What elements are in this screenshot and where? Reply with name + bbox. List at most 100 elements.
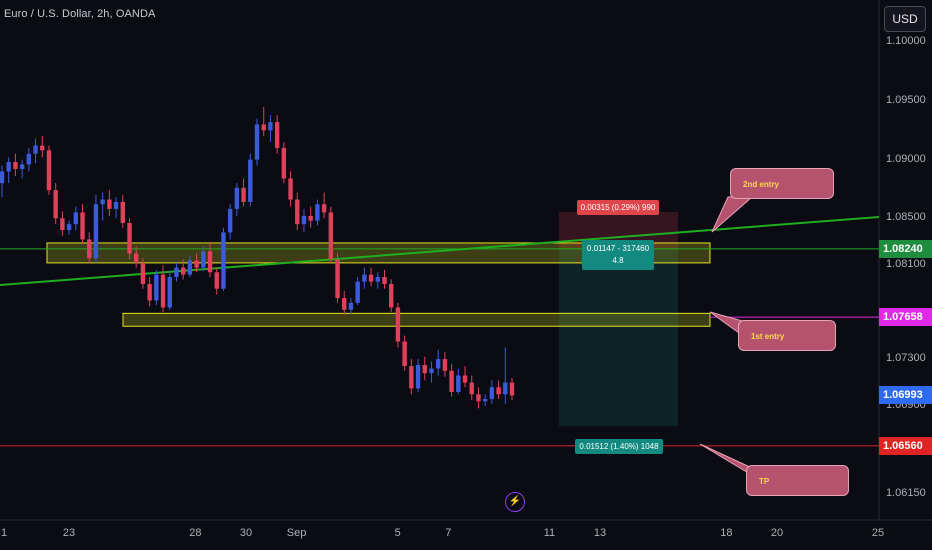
- price-tick-label: 1.08500: [886, 211, 926, 224]
- candlestick-series: [0, 106, 515, 409]
- position-stop-label: 0.00315 (0.29%) 990: [577, 200, 659, 215]
- candle-body: [476, 394, 481, 402]
- candle-body: [482, 398, 488, 402]
- candle-body: [40, 145, 45, 151]
- candle-body: [134, 253, 139, 263]
- callout-second-entry-text: 2nd entry: [743, 180, 780, 189]
- candle-body: [368, 274, 374, 282]
- candle-body: [13, 162, 18, 170]
- candle-body: [375, 276, 380, 282]
- time-tick-label: 25: [871, 527, 885, 539]
- price-tick-label: 1.06150: [886, 487, 926, 499]
- position-target-area[interactable]: [559, 248, 678, 427]
- candle-body: [429, 368, 434, 374]
- candle-body: [147, 284, 152, 301]
- time-tick-label: 30: [239, 527, 253, 539]
- lightning-icon[interactable]: ⚡: [505, 492, 525, 512]
- candle-body: [120, 201, 125, 224]
- candle-body: [214, 272, 219, 289]
- candle-body: [46, 150, 52, 191]
- candle-body: [19, 164, 25, 170]
- candle-body: [80, 212, 85, 240]
- position-target-label: 0.01512 (1.40%) 1048: [575, 439, 663, 454]
- price-tick-label: 1.08100: [886, 258, 926, 271]
- candle-body: [33, 145, 38, 154]
- candle-body: [415, 364, 421, 389]
- candle-body: [87, 239, 92, 259]
- candle-body: [241, 187, 246, 202]
- time-tick-label: 1: [0, 527, 8, 539]
- candle-body: [435, 359, 441, 369]
- candle-body: [409, 366, 414, 389]
- candle-body: [328, 212, 334, 260]
- candle-body: [93, 204, 99, 259]
- candle-body: [207, 251, 213, 273]
- candle-body: [288, 178, 293, 200]
- chart-title[interactable]: Euro / U.S. Dollar, 2h, OANDA: [4, 8, 156, 20]
- callout-first-entry[interactable]: 1st entry: [738, 320, 836, 351]
- zone-upper[interactable]: [46, 242, 711, 264]
- candle-body: [362, 274, 367, 282]
- time-tick-label: 23: [62, 527, 76, 539]
- candle-body: [321, 204, 327, 213]
- price-tick-label: 1.10000: [886, 35, 926, 48]
- candle-body: [180, 267, 186, 275]
- candle-body: [496, 387, 501, 395]
- candle-body: [160, 274, 166, 308]
- zone-lower[interactable]: [122, 312, 711, 327]
- candle-body: [227, 208, 233, 233]
- candle-body: [308, 215, 313, 221]
- candle-body: [422, 364, 427, 374]
- candle-body: [395, 307, 401, 342]
- price-tag-magenta: 1.07658: [879, 308, 932, 327]
- candle-body: [348, 302, 354, 310]
- trendline[interactable]: [0, 216, 880, 286]
- time-tick-label: 5: [394, 527, 401, 539]
- candle-body: [187, 260, 193, 275]
- candle-body: [295, 199, 300, 225]
- time-tick-label: 20: [770, 527, 784, 539]
- price-tick-label: 1.09000: [886, 152, 926, 165]
- candle-body: [234, 187, 240, 209]
- candle-body: [194, 260, 199, 268]
- callout-tp[interactable]: TP: [746, 465, 849, 496]
- callout-tp-text: TP: [759, 477, 770, 486]
- candle-body: [254, 124, 260, 160]
- time-tick-label: 11: [543, 527, 556, 539]
- candle-body: [73, 212, 79, 225]
- candle-body: [201, 251, 206, 268]
- candle-body: [53, 190, 58, 219]
- time-tick-label: 28: [189, 527, 202, 539]
- time-tick-label: Sep: [286, 527, 307, 539]
- position-info-line1: 0.01147 - 317460: [586, 244, 650, 253]
- candle-body: [100, 199, 105, 205]
- candle-body: [6, 162, 11, 172]
- callout-first-entry-text: 1st entry: [751, 332, 785, 341]
- price-tick-label: 1.07300: [886, 352, 926, 365]
- candle-body: [509, 382, 515, 396]
- callout-second-entry[interactable]: 2nd entry: [730, 168, 834, 199]
- candle-body: [248, 159, 253, 202]
- price-tag-blue: 1.06993: [879, 386, 932, 405]
- candle-body: [456, 375, 461, 392]
- price-tick-label: 1.09500: [886, 94, 926, 106]
- candle-body: [335, 259, 340, 299]
- candle-body: [301, 215, 307, 225]
- candle-body: [342, 298, 347, 310]
- candle-body: [355, 281, 360, 303]
- time-tick-label: 18: [720, 527, 733, 539]
- candle-body: [154, 274, 159, 301]
- candle-body: [107, 199, 112, 209]
- candle-body: [281, 147, 287, 179]
- candle-body: [127, 223, 132, 254]
- candle-body: [469, 382, 474, 395]
- candle-body: [382, 276, 387, 285]
- candle-body: [26, 153, 32, 165]
- candle-body: [442, 359, 448, 371]
- price-tag-green: 1.08240: [879, 239, 932, 258]
- currency-button[interactable]: USD: [884, 6, 926, 32]
- candle-body: [462, 375, 468, 383]
- candle-body: [268, 122, 273, 131]
- price-tag-red: 1.06560: [879, 436, 932, 455]
